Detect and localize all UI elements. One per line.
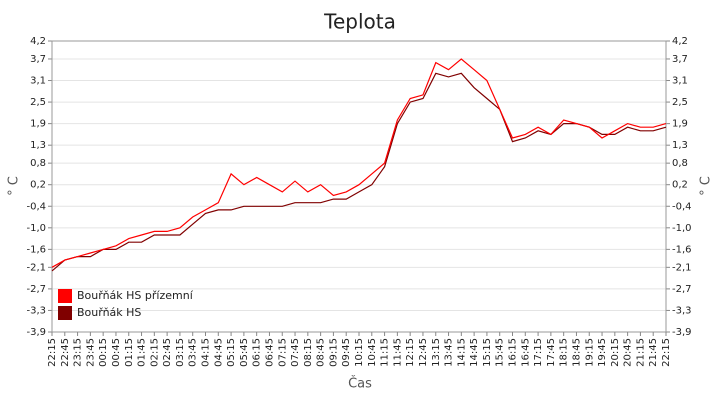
x-tick-label: 23:45 [85, 338, 96, 367]
legend-swatch [58, 306, 72, 320]
x-tick-label: 00:45 [111, 338, 122, 367]
y-tick-label: 3,1 [30, 76, 46, 87]
legend-swatch [58, 289, 72, 303]
x-tick-label: 05:45 [239, 338, 250, 367]
y-tick-label: 3,7 [30, 54, 46, 65]
y-tick-label: -2,1 [26, 262, 46, 273]
x-tick-label: 08:15 [303, 338, 314, 367]
x-tick-label: 07:15 [277, 338, 288, 367]
x-tick-label: 04:45 [213, 338, 224, 367]
legend-label: Bouřňák HS [77, 306, 141, 319]
x-tick-label: 02:15 [149, 338, 160, 367]
x-tick-label: 22:45 [60, 338, 71, 367]
x-tick-label: 03:45 [188, 338, 199, 367]
x-tick-label: 22:15 [661, 338, 672, 367]
y-tick-label: 0,2 [30, 180, 46, 191]
x-tick-label: 19:45 [597, 338, 608, 367]
y-tick-label: 1,3 [30, 140, 46, 151]
y2-tick-label: 4,2 [672, 36, 688, 47]
x-tick-label: 15:45 [495, 338, 506, 367]
series-line [51, 72, 667, 272]
chart-title: Teplota [323, 10, 396, 34]
x-tick-label: 00:15 [98, 338, 109, 367]
x-tick-label: 17:45 [546, 338, 557, 367]
x-tick-label: 21:45 [648, 338, 659, 367]
x-tick-label: 09:45 [341, 338, 352, 367]
x-tick-label: 06:45 [264, 338, 275, 367]
x-tick-label: 11:45 [392, 338, 403, 367]
x-tick-label: 16:15 [508, 338, 519, 367]
y-tick-label: 2,5 [30, 97, 46, 108]
y2-tick-label: 0,8 [672, 158, 688, 169]
x-tick-label: 02:45 [162, 338, 173, 367]
series-line [51, 58, 667, 268]
x-tick-label: 18:15 [559, 338, 570, 367]
x-tick-label: 08:45 [316, 338, 327, 367]
x-tick-label: 03:15 [175, 338, 186, 367]
y2-tick-label: -2,1 [672, 262, 692, 273]
y2-tick-label: 2,5 [672, 97, 688, 108]
x-tick-label: 11:15 [380, 338, 391, 367]
x-tick-label: 05:15 [226, 338, 237, 367]
x-tick-label: 12:45 [418, 338, 429, 367]
y2-tick-label: 1,9 [672, 119, 688, 130]
y2-tick-label: -3,9 [672, 327, 692, 338]
x-tick-label: 21:15 [635, 338, 646, 367]
y2-axis-label: ° C [699, 176, 714, 196]
x-tick-label: 04:15 [201, 338, 212, 367]
y2-tick-label: -2,7 [672, 284, 692, 295]
x-tick-label: 14:45 [469, 338, 480, 367]
y-tick-label: -2,7 [26, 284, 46, 295]
y2-tick-label: 1,3 [672, 140, 688, 151]
x-tick-label: 10:15 [354, 338, 365, 367]
x-tick-label: 09:15 [328, 338, 339, 367]
y-axis-label: ° C [7, 176, 22, 196]
legend-label: Bouřňák HS přízemní [77, 289, 194, 302]
y2-tick-label: 3,1 [672, 76, 688, 87]
x-tick-label: 12:15 [405, 338, 416, 367]
y-tick-label: -0,4 [26, 201, 46, 212]
y-tick-label: 0,8 [30, 158, 46, 169]
x-tick-label: 14:15 [456, 338, 467, 367]
y2-tick-label: 0,2 [672, 180, 688, 191]
x-tick-label: 20:15 [610, 338, 621, 367]
y-tick-label: -1,0 [26, 223, 46, 234]
y2-tick-label: -0,4 [672, 201, 692, 212]
x-tick-label: 01:15 [124, 338, 135, 367]
x-tick-label: 13:15 [431, 338, 442, 367]
x-tick-label: 07:45 [290, 338, 301, 367]
x-tick-label: 17:15 [533, 338, 544, 367]
y-tick-label: 4,2 [30, 36, 46, 47]
x-tick-label: 13:45 [444, 338, 455, 367]
x-axis-label: Čas [348, 376, 372, 392]
x-tick-label: 23:15 [73, 338, 84, 367]
x-tick-label: 06:15 [252, 338, 263, 367]
x-tick-label: 20:45 [623, 338, 634, 367]
x-tick-label: 15:15 [482, 338, 493, 367]
y2-tick-label: -1,0 [672, 223, 692, 234]
y-tick-label: -1,6 [26, 244, 46, 255]
y2-tick-label: 3,7 [672, 54, 688, 65]
x-tick-label: 22:15 [47, 338, 58, 367]
y-tick-label: -3,3 [26, 305, 46, 316]
x-tick-label: 19:15 [584, 338, 595, 367]
x-tick-label: 01:45 [137, 338, 148, 367]
x-tick-label: 16:45 [520, 338, 531, 367]
y2-tick-label: -1,6 [672, 244, 692, 255]
x-tick-label: 10:45 [367, 338, 378, 367]
y-tick-label: 1,9 [30, 119, 46, 130]
x-tick-label: 18:45 [571, 338, 582, 367]
y-tick-label: -3,9 [26, 327, 46, 338]
y2-tick-label: -3,3 [672, 305, 692, 316]
